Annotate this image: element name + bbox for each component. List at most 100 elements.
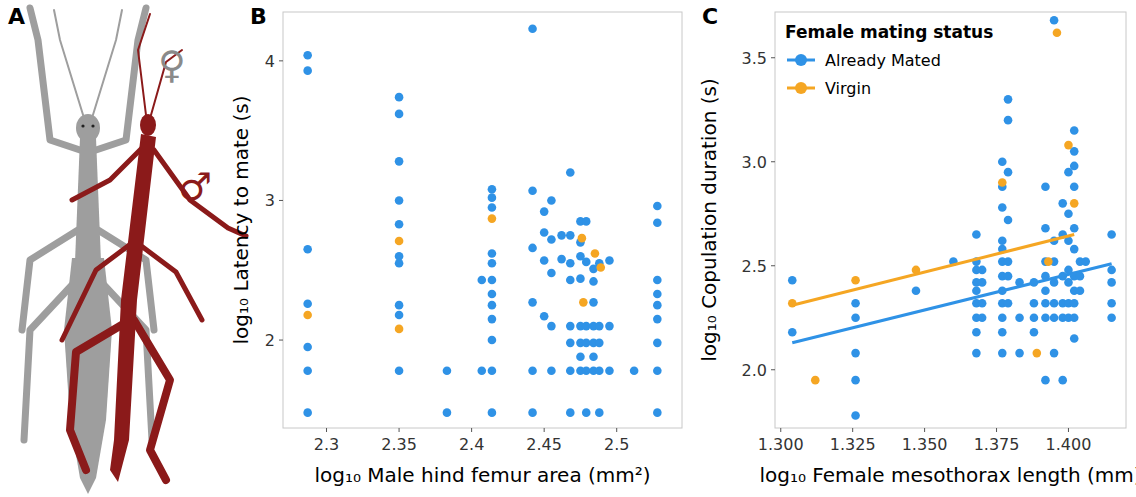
point [547, 322, 556, 331]
point [488, 366, 497, 375]
tick-label: 4 [265, 52, 275, 71]
point [582, 408, 591, 417]
point [528, 366, 537, 375]
point [303, 366, 312, 375]
point [395, 237, 404, 246]
point [653, 301, 662, 310]
y-axis-title: log₁₀ Copulation duration (s) [697, 78, 721, 361]
point [1064, 209, 1073, 218]
point [1030, 278, 1039, 287]
point [1050, 16, 1059, 25]
tick-label: 2 [265, 331, 275, 350]
point [582, 258, 591, 267]
point [978, 299, 987, 308]
point [1070, 224, 1079, 233]
point [1015, 278, 1024, 287]
point [589, 353, 598, 362]
female-antenna [92, 10, 122, 118]
point [488, 214, 497, 223]
point [443, 366, 452, 375]
point [1070, 299, 1079, 308]
legend-swatch-dot [795, 82, 807, 94]
point [540, 207, 549, 216]
point [1050, 313, 1059, 322]
point [488, 203, 497, 212]
point [547, 366, 556, 375]
tick-label: 2.45 [526, 435, 562, 454]
tick-mark [279, 200, 283, 201]
tick-label: 2.0 [742, 361, 767, 380]
point [1041, 313, 1050, 322]
point [1070, 162, 1079, 171]
male-symbol: ♂ [178, 165, 212, 209]
panel-letter: C [702, 4, 718, 29]
tick-label: 2.4 [459, 435, 484, 454]
point [998, 349, 1007, 358]
point [582, 217, 591, 226]
point [540, 312, 549, 321]
point [566, 259, 575, 268]
point [395, 325, 404, 334]
point [1030, 328, 1039, 337]
male-head [140, 114, 156, 136]
point [1015, 349, 1024, 358]
insect-illustration [22, 8, 246, 494]
point [1076, 286, 1085, 295]
point [547, 269, 556, 278]
y-axis-title: log₁₀ Latency to mate (s) [229, 96, 253, 345]
point [303, 51, 312, 60]
point [998, 203, 1007, 212]
point [303, 299, 312, 308]
tick-label: 1.325 [830, 435, 876, 454]
point [1064, 141, 1073, 150]
tick-mark [771, 57, 775, 58]
point [978, 266, 987, 275]
point [576, 274, 585, 283]
point [978, 278, 987, 287]
panel: 2.32.352.42.452.5234log₁₀ Male hind femu… [229, 4, 682, 487]
point [788, 328, 797, 337]
point [1070, 334, 1079, 343]
point [998, 313, 1007, 322]
point [1050, 278, 1059, 287]
legend-swatch-dot [795, 54, 807, 66]
point [1070, 245, 1079, 254]
point [1050, 299, 1059, 308]
point [851, 349, 860, 358]
point [579, 298, 588, 307]
tick-mark [771, 161, 775, 162]
point [1058, 376, 1067, 385]
point [303, 245, 312, 254]
tick-mark [780, 428, 781, 432]
point [1041, 224, 1050, 233]
male-antenna [138, 14, 150, 115]
legend-title: Female mating status [785, 22, 993, 42]
point [653, 366, 662, 375]
panel-letter: B [250, 4, 267, 29]
point [811, 376, 820, 385]
point [477, 276, 486, 285]
point [528, 298, 537, 307]
legend: Female mating statusAlready MatedVirgin [785, 22, 993, 98]
x-axis-title: log₁₀ Male hind femur area (mm²) [314, 463, 650, 487]
point [303, 408, 312, 417]
point [1030, 299, 1039, 308]
point [566, 366, 575, 375]
tick-mark [279, 340, 283, 341]
point [596, 263, 605, 272]
point [1041, 299, 1050, 308]
point [1004, 272, 1013, 281]
point [1076, 272, 1085, 281]
female-eye [81, 124, 84, 127]
point [1041, 182, 1050, 191]
point [1107, 278, 1116, 287]
point [528, 24, 537, 33]
panel: 1.3001.3251.3501.3751.4002.02.53.03.5log… [697, 4, 1136, 487]
tick-label: 2.3 [314, 435, 339, 454]
point [488, 249, 497, 258]
male-leg [134, 320, 170, 480]
point [557, 231, 566, 240]
tick-mark [771, 369, 775, 370]
point [488, 259, 497, 268]
point [488, 290, 497, 299]
